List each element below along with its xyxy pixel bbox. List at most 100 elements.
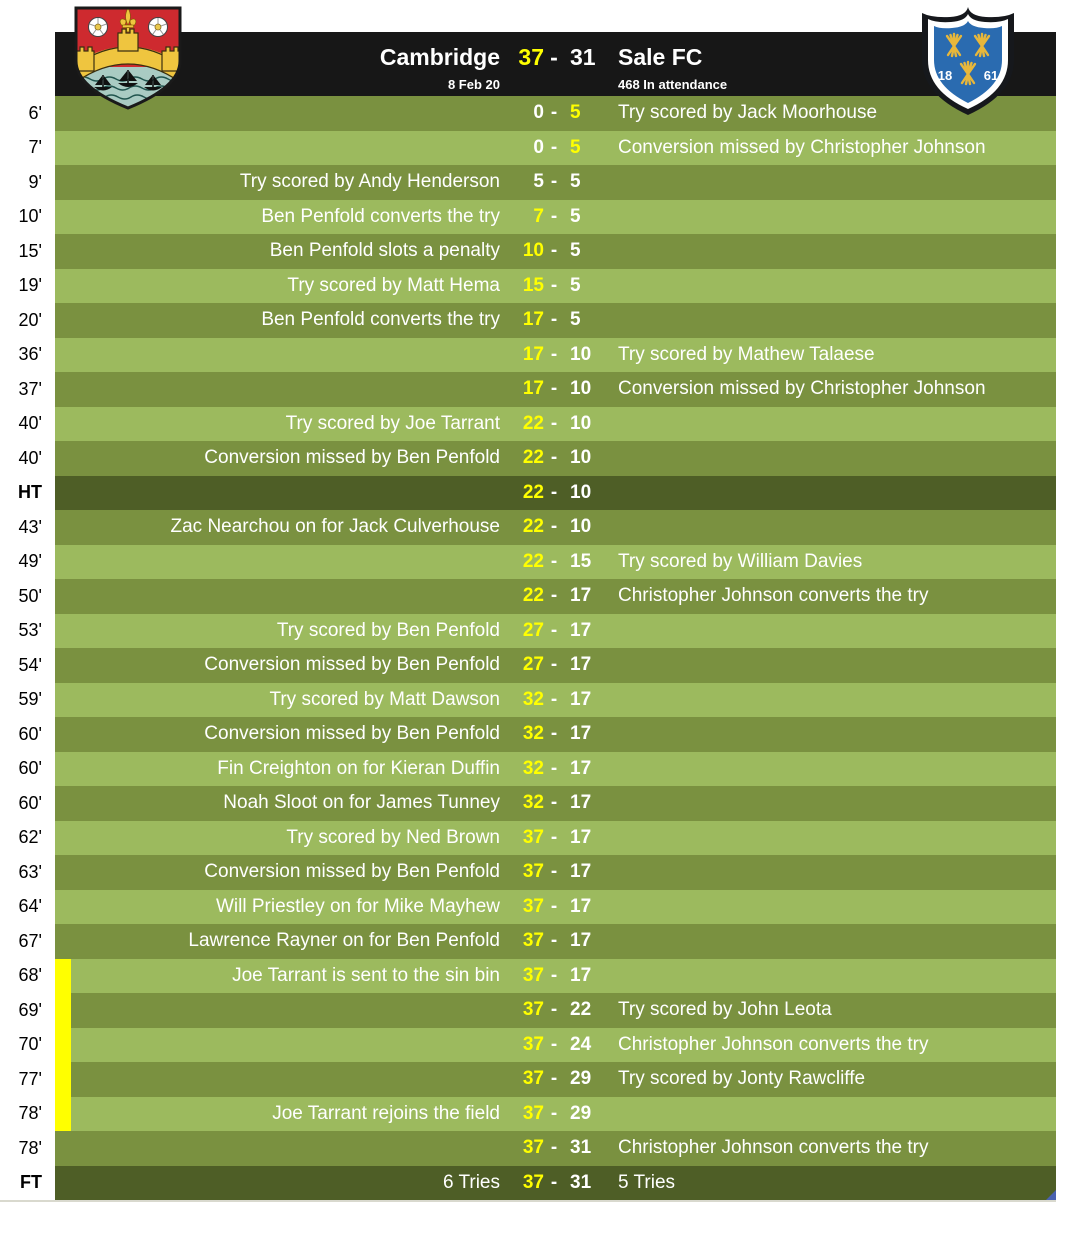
home-score: 22 — [522, 550, 544, 572]
event-time-label: 40' — [18, 447, 42, 468]
home-score: 37 — [522, 1033, 544, 1055]
away-score: 10 — [570, 412, 592, 434]
away-score: 10 — [570, 343, 592, 365]
event-row: 67' Lawrence Rayner on for Ben Penfold 3… — [0, 924, 1056, 959]
home-score: 37 — [522, 1068, 544, 1090]
home-score: 32 — [522, 792, 544, 814]
away-event-text: Conversion missed by Christopher Johnson — [618, 378, 986, 400]
away-score: 10 — [570, 481, 592, 503]
meta-line: 8 Feb 20 468 In attendance — [55, 74, 1056, 94]
crest-year-left: 18 — [938, 68, 952, 83]
event-row: FT 6 Tries 37 - 31 5 Tries — [0, 1165, 1056, 1200]
home-event-text: Try scored by Matt Dawson — [269, 688, 500, 710]
score-separator: - — [550, 1171, 558, 1193]
score-separator: - — [550, 1033, 558, 1055]
away-score: 31 — [570, 1171, 592, 1193]
away-score: 17 — [570, 723, 592, 745]
event-row: 64' Will Priestley on for Mike Mayhew 37… — [0, 889, 1056, 924]
home-score: 22 — [522, 481, 544, 503]
away-score: 10 — [570, 378, 592, 400]
sale-fc-crest: 18 61 — [922, 7, 1014, 115]
score-separator: - — [550, 688, 558, 710]
away-score: 5 — [570, 274, 581, 296]
away-event-text: Try scored by John Leota — [618, 999, 832, 1021]
score-separator: - — [550, 240, 558, 262]
home-score: 32 — [522, 757, 544, 779]
event-time-label: HT — [18, 482, 42, 503]
away-event-text: Try scored by William Davies — [618, 550, 863, 572]
event-row: 77' 37 - 29 Try scored by Jonty Rawcliff… — [0, 1062, 1056, 1097]
home-event-text: Ben Penfold converts the try — [261, 309, 500, 331]
away-score: 5 — [570, 171, 581, 193]
event-row: 49' 22 - 15 Try scored by William Davies — [0, 544, 1056, 579]
score-separator: - — [550, 550, 558, 572]
event-row: 43' Zac Nearchou on for Jack Culverhouse… — [0, 510, 1056, 545]
event-time-label: 19' — [18, 275, 42, 296]
home-event-text: Try scored by Andy Henderson — [239, 171, 500, 193]
scoreboard-header: Cambridge 37 - 31 Sale FC 8 Feb 20 468 I… — [55, 32, 1056, 96]
home-score: 15 — [522, 274, 544, 296]
home-event-text: 6 Tries — [442, 1171, 500, 1193]
home-score: 37 — [522, 930, 544, 952]
home-score: 17 — [522, 309, 544, 331]
cambridge-crest — [74, 6, 182, 110]
header-home-score: 37 — [518, 43, 544, 70]
home-score: 10 — [522, 240, 544, 262]
sin-bin-indicator — [55, 993, 71, 1028]
event-row: 60' Conversion missed by Ben Penfold 32 … — [0, 717, 1056, 752]
bridge-towers — [76, 28, 180, 72]
away-score: 17 — [570, 861, 592, 883]
home-event-text: Try scored by Ben Penfold — [276, 619, 500, 641]
event-time-label: 40' — [18, 413, 42, 434]
event-time-label: 43' — [18, 516, 42, 537]
event-time-label: 62' — [18, 827, 42, 848]
away-score: 17 — [570, 930, 592, 952]
score-separator: - — [550, 792, 558, 814]
match-date: 8 Feb 20 — [447, 76, 500, 92]
event-row: 20' Ben Penfold converts the try 17 - 5 — [0, 303, 1056, 338]
away-event-text: Christopher Johnson converts the try — [618, 1033, 929, 1055]
score-separator: - — [550, 447, 558, 469]
score-separator: - — [550, 861, 558, 883]
away-score: 17 — [570, 964, 592, 986]
home-event-text: Ben Penfold slots a penalty — [269, 240, 500, 262]
event-row: 59' Try scored by Matt Dawson 32 - 17 — [0, 682, 1056, 717]
event-time-label: 9' — [28, 171, 42, 192]
away-score: 17 — [570, 757, 592, 779]
event-row: 7' 0 - 5 Conversion missed by Christophe… — [0, 130, 1056, 165]
event-row: 60' Fin Creighton on for Kieran Duffin 3… — [0, 751, 1056, 786]
score-separator: - — [550, 826, 558, 848]
home-score: 0 — [533, 102, 544, 124]
attendance: 468 In attendance — [618, 76, 728, 92]
home-score: 37 — [522, 964, 544, 986]
home-score: 37 — [522, 999, 544, 1021]
event-time-label: 20' — [18, 309, 42, 330]
wheat-sheaf-icon — [945, 32, 991, 86]
event-time-label: 60' — [18, 792, 42, 813]
away-score: 17 — [570, 895, 592, 917]
score-separator: - — [550, 309, 558, 331]
score-separator: - — [550, 757, 558, 779]
event-time-label: 77' — [18, 1068, 42, 1089]
event-time-label: 37' — [18, 378, 42, 399]
home-event-text: Joe Tarrant rejoins the field — [272, 1102, 500, 1124]
score-separator: - — [550, 654, 558, 676]
event-time-label: 7' — [28, 137, 42, 158]
score-separator: - — [550, 412, 558, 434]
event-row: 40' Conversion missed by Ben Penfold 22 … — [0, 441, 1056, 476]
away-score: 17 — [570, 826, 592, 848]
event-row: 36' 17 - 10 Try scored by Mathew Talaese — [0, 337, 1056, 372]
away-score: 15 — [570, 550, 592, 572]
event-time-label: 60' — [18, 758, 42, 779]
event-row: 78' Joe Tarrant rejoins the field 37 - 2… — [0, 1096, 1056, 1131]
score-line: Cambridge 37 - 31 Sale FC — [55, 40, 1056, 74]
home-score: 37 — [522, 826, 544, 848]
event-time-label: 64' — [18, 896, 42, 917]
home-score: 32 — [522, 723, 544, 745]
away-score: 17 — [570, 585, 592, 607]
score-separator: - — [550, 964, 558, 986]
event-time-label: 60' — [18, 723, 42, 744]
away-score: 17 — [570, 688, 592, 710]
home-event-text: Try scored by Ned Brown — [286, 826, 500, 848]
score-separator: - — [550, 516, 558, 538]
